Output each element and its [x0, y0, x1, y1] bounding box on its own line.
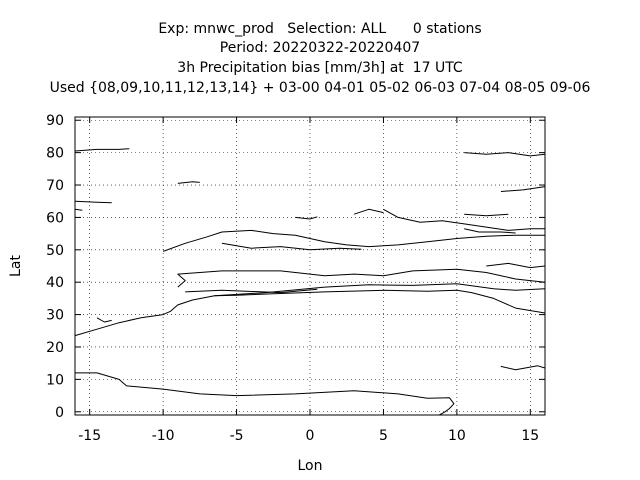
- y-tick-label: 50: [46, 243, 64, 259]
- x-tick-label: -15: [78, 428, 101, 444]
- contour-line-7: [221, 242, 362, 251]
- ticks: [75, 117, 545, 415]
- contour-line-15: [177, 181, 200, 184]
- contour-line-1: [74, 289, 546, 337]
- contour-line-11: [74, 200, 112, 204]
- y-tick-label: 0: [55, 405, 64, 421]
- contour-line-21: [295, 216, 318, 220]
- title-line-1: Exp: mnwc_prod Selection: ALL 0 stations: [158, 21, 482, 37]
- x-tick-labels: -15 -10 -5 0 5 10 15: [78, 428, 539, 444]
- contour-line-8: [383, 208, 545, 231]
- y-tick-label: 90: [46, 113, 64, 129]
- title-line-3: 3h Precipitation bias [mm/3h] at 17 UTC: [177, 60, 463, 76]
- contour-line-3: [214, 283, 546, 297]
- contour-line-20: [464, 213, 509, 217]
- y-tick-label: 10: [46, 372, 64, 388]
- y-tick-label: 20: [46, 340, 64, 356]
- contour-line-6: [162, 229, 545, 252]
- y-tick-label: 30: [46, 308, 64, 324]
- title-line-2: Period: 20220322-20220407: [219, 40, 421, 56]
- contour-line-19: [353, 208, 384, 215]
- y-tick-label: 70: [46, 178, 64, 194]
- y-tick-label: 80: [46, 146, 64, 162]
- contour-line-18: [486, 262, 546, 269]
- x-tick-label: 15: [521, 428, 539, 444]
- x-tick-label: -10: [152, 428, 175, 444]
- title-line-4: Used {08,09,10,11,12,13,14} + 03-00 04-0…: [49, 80, 591, 96]
- contour-line-2: [177, 268, 546, 288]
- y-tick-label: 40: [46, 275, 64, 291]
- y-tick-labels: 0 10 20 30 40 50 60 70 80 90: [46, 113, 64, 421]
- contour-line-10: [74, 148, 130, 152]
- y-axis-label: Lat: [8, 255, 24, 277]
- contour-line-13: [464, 152, 546, 157]
- contour-line-12: [74, 208, 83, 211]
- contour-line-4: [185, 288, 318, 294]
- grid: [75, 117, 545, 415]
- contour-line-17: [500, 365, 546, 371]
- contour-line-9: [464, 228, 516, 234]
- y-tick-label: 60: [46, 210, 64, 226]
- x-tick-label: 5: [379, 428, 388, 444]
- x-tick-label: 0: [306, 428, 315, 444]
- x-axis-label: Lon: [298, 458, 323, 474]
- contour-line-16: [96, 317, 112, 323]
- x-tick-label: -5: [230, 428, 244, 444]
- contour-line-5: [75, 372, 455, 416]
- contour-line-14: [500, 186, 546, 192]
- x-tick-label: 10: [448, 428, 466, 444]
- series-group: [74, 148, 546, 416]
